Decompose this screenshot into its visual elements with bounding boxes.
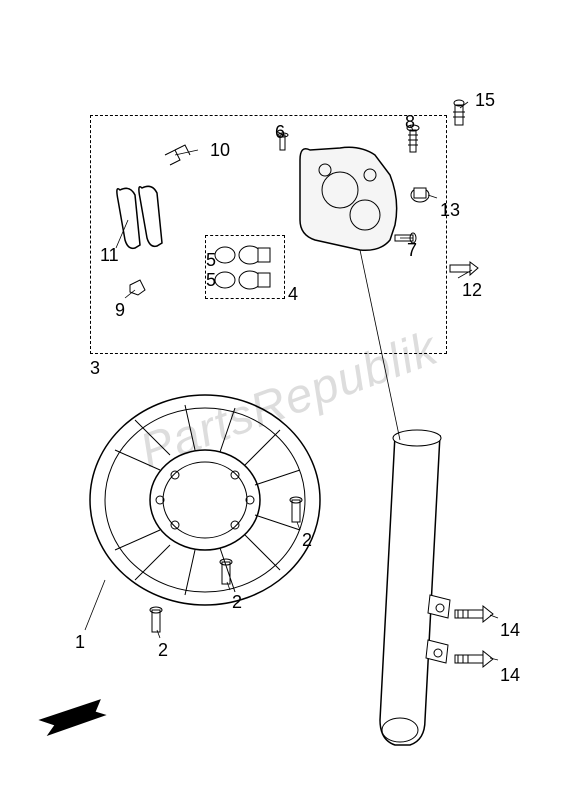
- bolt-2a: [290, 497, 302, 522]
- bleeder-15: [453, 100, 465, 125]
- fork-leg: [380, 430, 450, 745]
- spring-10: [165, 145, 190, 165]
- callout-8: 8: [405, 112, 415, 133]
- callout-10: 10: [210, 140, 230, 161]
- bolt-14a: [455, 606, 493, 622]
- parts-diagram: PartsRepublik: [0, 0, 578, 800]
- callout-6: 6: [275, 122, 285, 143]
- callout-9: 9: [115, 300, 125, 321]
- callout-12: 12: [462, 280, 482, 301]
- seal-piston-set: [215, 246, 270, 289]
- callout-13: 13: [440, 200, 460, 221]
- cap-13: [411, 188, 429, 202]
- callout-7: 7: [407, 240, 417, 261]
- callout-14: 14: [500, 665, 520, 686]
- callout-1: 1: [75, 632, 85, 653]
- brake-disc: [90, 395, 320, 605]
- bolt-2b: [220, 559, 232, 584]
- bolt-14b: [455, 651, 493, 667]
- callout-3: 3: [90, 358, 100, 379]
- parts-drawing: [0, 0, 578, 800]
- callout-4: 4: [288, 284, 298, 305]
- brake-pads: [117, 186, 162, 248]
- callout-14: 14: [500, 620, 520, 641]
- callout-5: 5: [206, 270, 216, 291]
- callout-2: 2: [302, 530, 312, 551]
- callout-5: 5: [206, 250, 216, 271]
- callout-2: 2: [232, 592, 242, 613]
- caliper-body: [300, 147, 397, 250]
- callout-2: 2: [158, 640, 168, 661]
- clip-9: [130, 280, 145, 295]
- direction-arrow-icon: [40, 700, 105, 735]
- bolt-2c: [150, 607, 162, 632]
- callout-11: 11: [100, 245, 119, 266]
- bolt-12: [450, 262, 478, 275]
- callout-15: 15: [475, 90, 495, 111]
